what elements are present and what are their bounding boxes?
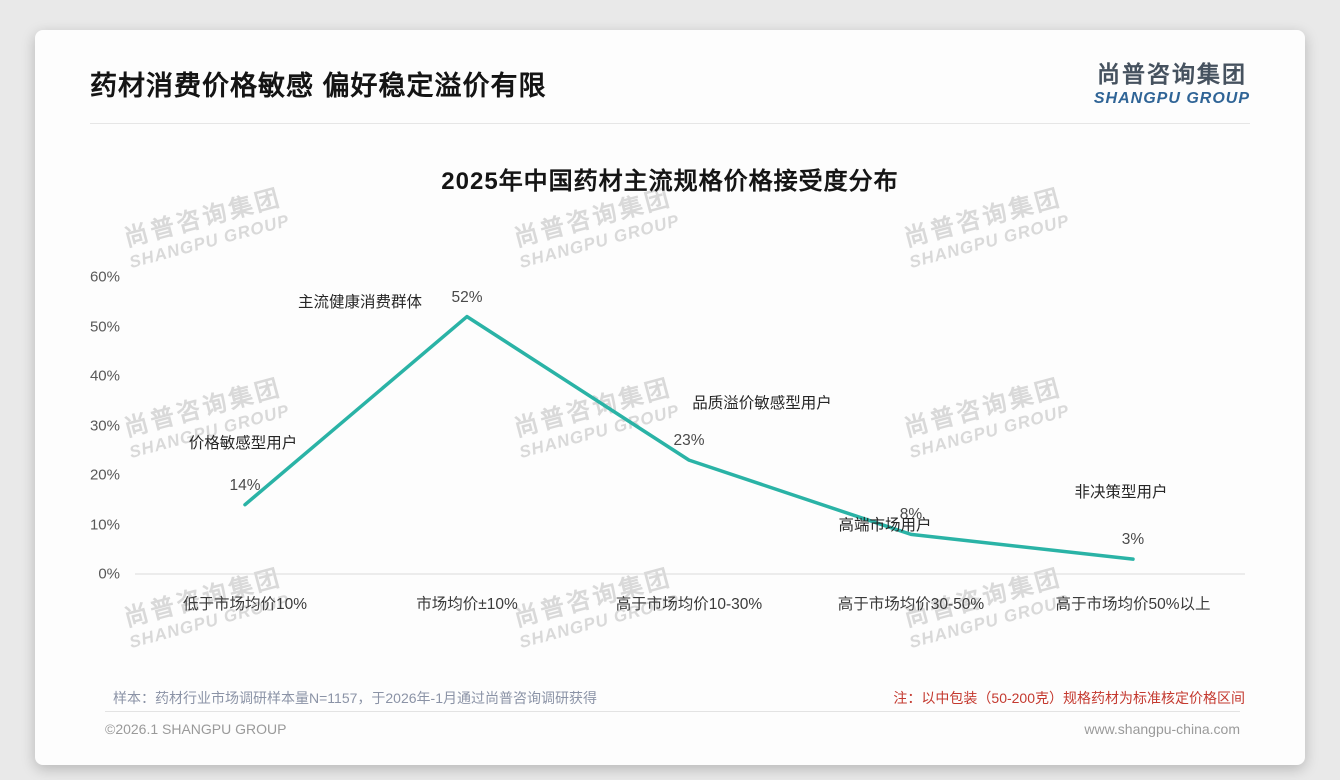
y-axis-tick: 20% — [89, 466, 120, 484]
header: 药材消费价格敏感 偏好稳定溢价有限 尚普咨询集团 SHANGPU GROUP — [90, 30, 1250, 124]
annotation-label: 品质溢价敏感型用户 — [692, 395, 832, 412]
data-label: 8% — [899, 506, 923, 524]
trend-line — [243, 314, 1135, 561]
sample-note: 样本：药材行业市场调研样本量N=1157，于2026年-1月通过尚普咨询调研获得 — [113, 690, 597, 706]
annotation-label: 价格敏感型用户 — [188, 435, 298, 452]
chart-canvas — [135, 314, 1245, 575]
logo-en-text: SHANGPU GROUP — [1093, 90, 1250, 107]
annotation-label: 高端市场用户 — [838, 517, 932, 534]
y-axis-tick: 30% — [89, 417, 120, 434]
y-axis-tick: 40% — [89, 367, 120, 385]
annotation-label: 非决策型用户 — [1074, 484, 1168, 501]
chart-title: 2025年中国药材主流规格价格接受度分布 — [441, 168, 899, 195]
y-axis-tick: 10% — [89, 516, 120, 533]
y-axis-tick: 50% — [89, 318, 120, 335]
y-axis-tick: 0% — [98, 565, 120, 583]
footnotes: 样本：药材行业市场调研样本量N=1157，于2026年-1月通过尚普咨询调研获得… — [113, 685, 1245, 711]
data-label: 52% — [451, 288, 483, 306]
x-axis-label: 低于市场均价10% — [182, 596, 308, 613]
logo-cn-text: 尚普咨询集团 — [1096, 61, 1247, 87]
data-label: 14% — [229, 476, 261, 494]
page-title: 药材消费价格敏感 偏好稳定溢价有限 — [90, 71, 547, 101]
copyright: ©2026.1 SHANGPU GROUP — [105, 721, 287, 737]
company-logo: 尚普咨询集团 SHANGPU GROUP — [1094, 45, 1250, 108]
data-label: 23% — [673, 432, 705, 450]
report-slide: 尚普咨询集团 SHANGPU GROUP 尚普咨询集团 SHANGPU GROUP 尚普… — [35, 30, 1305, 765]
line-chart: 0% 10% 20% 30% 40% 50% 60% 低于市场均价10% 市场均价±10% 高于市… — [35, 30, 1305, 765]
website-link[interactable]: www.shangpu-china.com — [1084, 721, 1240, 737]
bottom-bar: ©2026.1 SHANGPU GROUP www.shangpu-china.… — [105, 711, 1240, 737]
x-axis-label: 高于市场均价50%以上 — [1055, 596, 1211, 613]
x-axis-label: 高于市场均价30-50% — [837, 596, 985, 613]
x-axis-label: 高于市场均价10-30% — [615, 596, 763, 613]
annotation-label: 主流健康消费群体 — [297, 294, 423, 311]
data-label: 3% — [1121, 531, 1145, 549]
x-axis-label: 市场均价±10% — [416, 596, 518, 613]
y-axis-tick: 60% — [89, 268, 120, 286]
spec-note: 注：以中包装（50-200克）规格药材为标准核定价格区间 — [893, 690, 1245, 706]
